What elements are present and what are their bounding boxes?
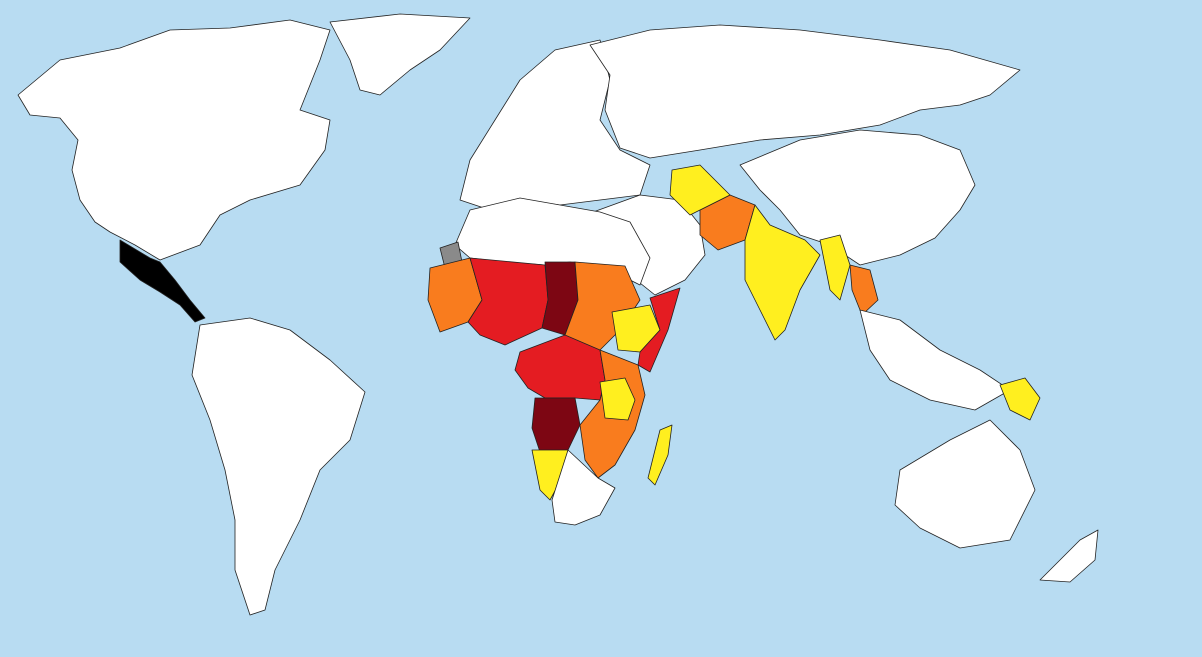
region-pakistan (669, 164, 731, 216)
region-tanzania (599, 377, 636, 421)
region-somalia (637, 287, 681, 373)
region-southern-africa (551, 449, 616, 526)
region-laos-cambodia (849, 264, 879, 316)
region-south-america (191, 317, 366, 616)
region-madagascar (647, 424, 673, 486)
region-central-africa (514, 334, 606, 401)
region-india (744, 204, 821, 341)
region-china-east-asia (739, 129, 976, 266)
region-russia-north-asia (589, 24, 1021, 159)
region-southeast-asia (859, 309, 1011, 411)
region-central-america (119, 239, 206, 323)
region-papua-new-guinea (999, 377, 1041, 421)
region-greenland (329, 13, 471, 96)
region-new-zealand (1039, 529, 1099, 583)
region-australia (894, 419, 1036, 549)
region-north-america (17, 19, 331, 261)
region-myanmar (819, 234, 851, 301)
